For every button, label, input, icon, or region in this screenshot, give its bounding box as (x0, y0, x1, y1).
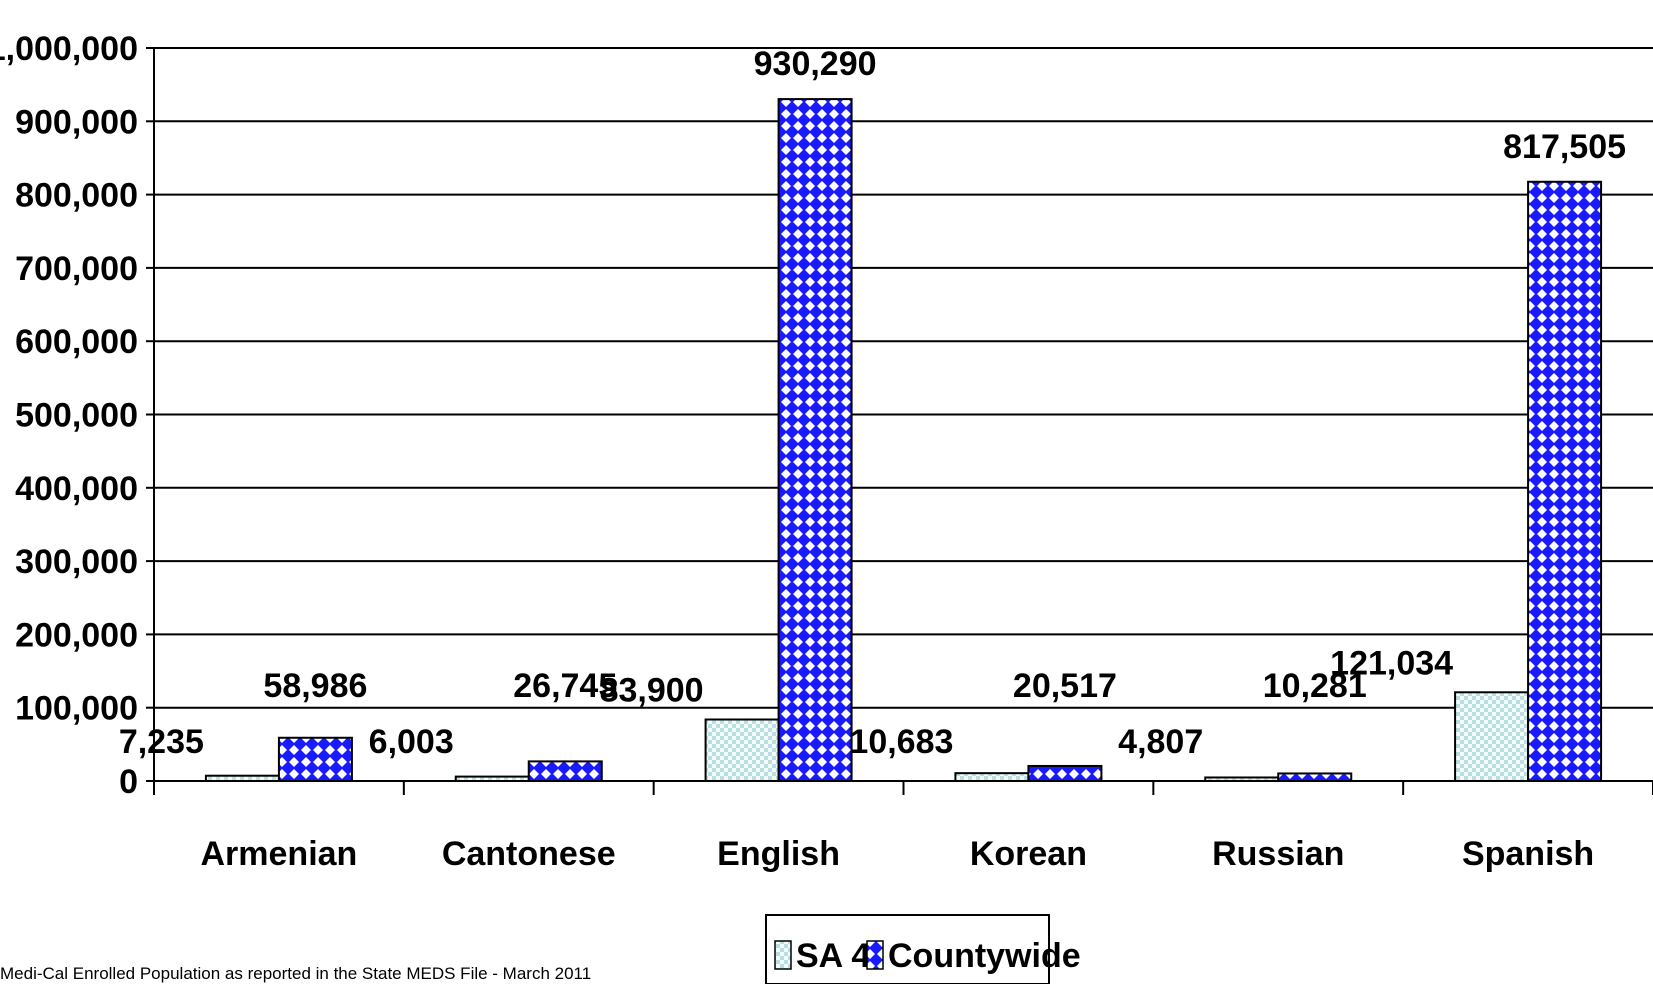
data-label-countywide: 58,986 (263, 667, 367, 705)
bars (204, 98, 1603, 783)
legend-swatch-sa4 (774, 940, 792, 970)
x-category-label: Spanish (1462, 835, 1594, 873)
data-label-sa4: 6,003 (369, 723, 454, 761)
bar-countywide (1027, 764, 1103, 783)
y-tick-label: 200,000 (15, 616, 138, 654)
y-tick-label: 1,000,000 (0, 30, 138, 68)
legend: SA 4 Countywide (765, 914, 1081, 985)
legend-box (765, 914, 1050, 985)
bar-sa4 (954, 772, 1030, 783)
y-tick-label: 700,000 (15, 250, 138, 288)
legend-label-countywide: Countywide (888, 937, 1081, 975)
y-tick-label: 900,000 (15, 103, 138, 141)
legend-swatch-countywide (866, 940, 884, 970)
data-label-sa4: 83,900 (600, 672, 704, 710)
bar-sa4 (1454, 691, 1530, 783)
legend-label-sa4: SA 4 (796, 937, 870, 975)
x-category-label: Armenian (201, 835, 358, 873)
data-label-countywide: 817,505 (1503, 128, 1626, 166)
data-label-sa4: 121,034 (1330, 644, 1453, 682)
bar-countywide (777, 98, 853, 783)
y-tick-label: 400,000 (15, 470, 138, 508)
x-category-label: English (717, 835, 840, 873)
axes: 0 100,000 200,000 300,000 400,000 500,000 600,… (0, 30, 1653, 873)
bar-sa4 (1204, 776, 1280, 782)
data-label-sa4: 4,807 (1118, 723, 1203, 761)
data-label-countywide: 930,290 (754, 45, 877, 83)
data-label-countywide: 10,281 (1263, 667, 1367, 705)
y-tick-label: 500,000 (15, 397, 138, 435)
bar-sa4 (704, 718, 780, 782)
x-category-label: Cantonese (442, 835, 616, 873)
data-label-sa4: 10,683 (849, 723, 953, 761)
bar-countywide (1277, 772, 1353, 783)
y-tick-label: 0 (119, 763, 138, 801)
x-category-label: Russian (1212, 835, 1344, 873)
y-tick-label: 600,000 (15, 323, 138, 361)
data-label-countywide: 20,517 (1013, 667, 1117, 705)
data-label-countywide: 26,745 (513, 667, 617, 705)
bar-sa4 (454, 775, 530, 782)
data-label-sa4: 7,235 (119, 723, 204, 761)
y-tick-label: 300,000 (15, 543, 138, 581)
y-tick-label: 100,000 (15, 690, 138, 728)
bar-countywide (527, 760, 603, 783)
gridlines (154, 47, 1653, 709)
bar-countywide (1527, 180, 1603, 782)
source-footnote: Medi-Cal Enrolled Population as reported… (0, 964, 592, 983)
y-tick-label: 800,000 (15, 177, 138, 215)
bar-countywide (277, 736, 353, 782)
x-category-label: Korean (970, 835, 1087, 873)
bar-sa4 (204, 774, 280, 782)
